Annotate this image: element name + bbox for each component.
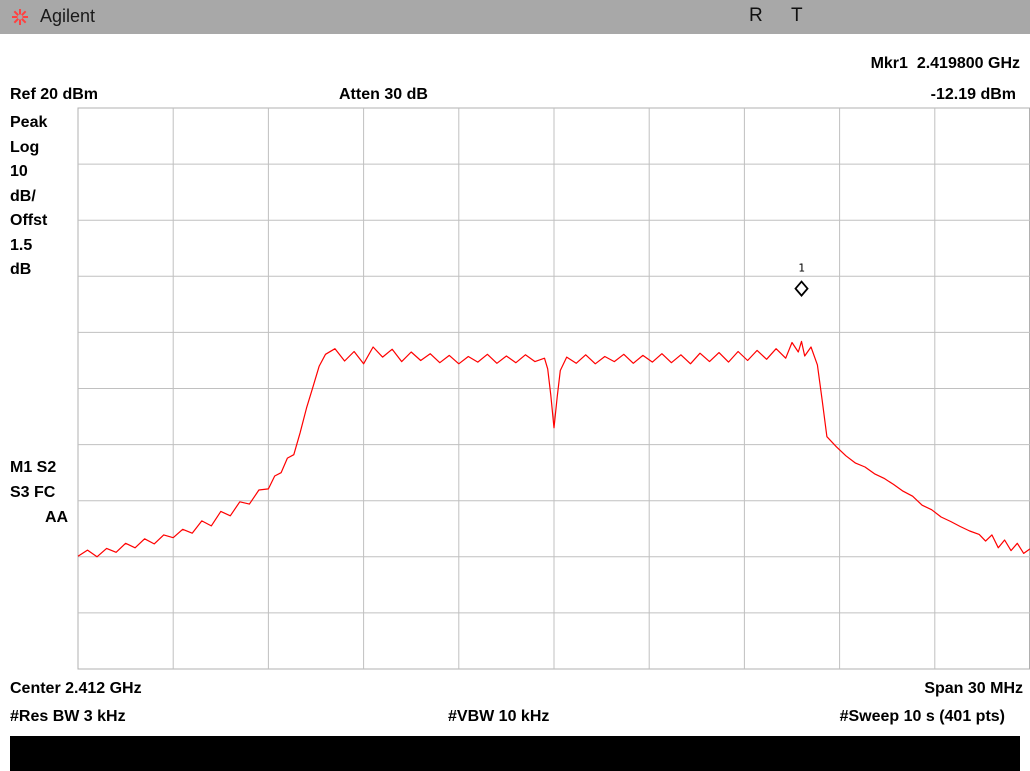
status-m1-s2: M1 S2 <box>10 459 57 476</box>
reference-level: Ref 20 dBm <box>10 86 99 103</box>
trace-layer <box>77 340 1030 558</box>
detector-mode: Peak <box>10 114 48 131</box>
offset-unit: dB <box>10 261 32 278</box>
spark-ray <box>13 18 19 24</box>
marker-diamond <box>794 280 809 297</box>
spark-ray <box>21 18 27 24</box>
scale-value: 10 <box>10 163 28 180</box>
scale-unit: dB/ <box>10 187 36 205</box>
marker-number-label: 1 <box>798 262 805 275</box>
marker-amplitude: -12.19 dBm <box>930 86 1016 103</box>
message-bar <box>10 736 1020 771</box>
sweep-time: #Sweep 10 s (401 pts) <box>839 708 1005 725</box>
status-remote-indicator: R <box>749 5 763 26</box>
spectrum-trace <box>77 340 1030 558</box>
marker-readout-frequency: Mkr1 2.419800 GHz <box>871 55 1020 73</box>
agilent-spark-icon <box>12 9 28 25</box>
scale-type: Log <box>10 138 40 156</box>
graticule <box>77 107 1030 670</box>
offset-label: Offst <box>10 212 48 229</box>
scale-settings: Peak Log 10 dB/ Offst 1.5 dB <box>10 111 47 283</box>
status-s3-fc: S3 FC <box>10 484 56 501</box>
marker-layer: 1 <box>794 262 809 297</box>
center-frequency: Center 2.412 GHz <box>10 680 142 697</box>
spark-ray <box>13 10 19 16</box>
status-trigger-indicator: T <box>791 5 803 26</box>
marker-frequency: 2.419800 GHz <box>916 55 1020 72</box>
marker-label: Mkr1 <box>870 55 908 72</box>
attenuation: Atten 30 dB <box>339 86 428 103</box>
brand-name: Agilent <box>40 6 96 26</box>
title-bar: Agilent R T <box>0 0 1030 34</box>
span: Span 30 MHz <box>924 680 1023 697</box>
video-bandwidth: #VBW 10 kHz <box>448 708 550 725</box>
status-aa: AA <box>45 509 69 526</box>
spark-ray <box>21 10 27 16</box>
resolution-bandwidth: #Res BW 3 kHz <box>10 708 126 725</box>
offset-value: 1.5 <box>10 236 33 254</box>
